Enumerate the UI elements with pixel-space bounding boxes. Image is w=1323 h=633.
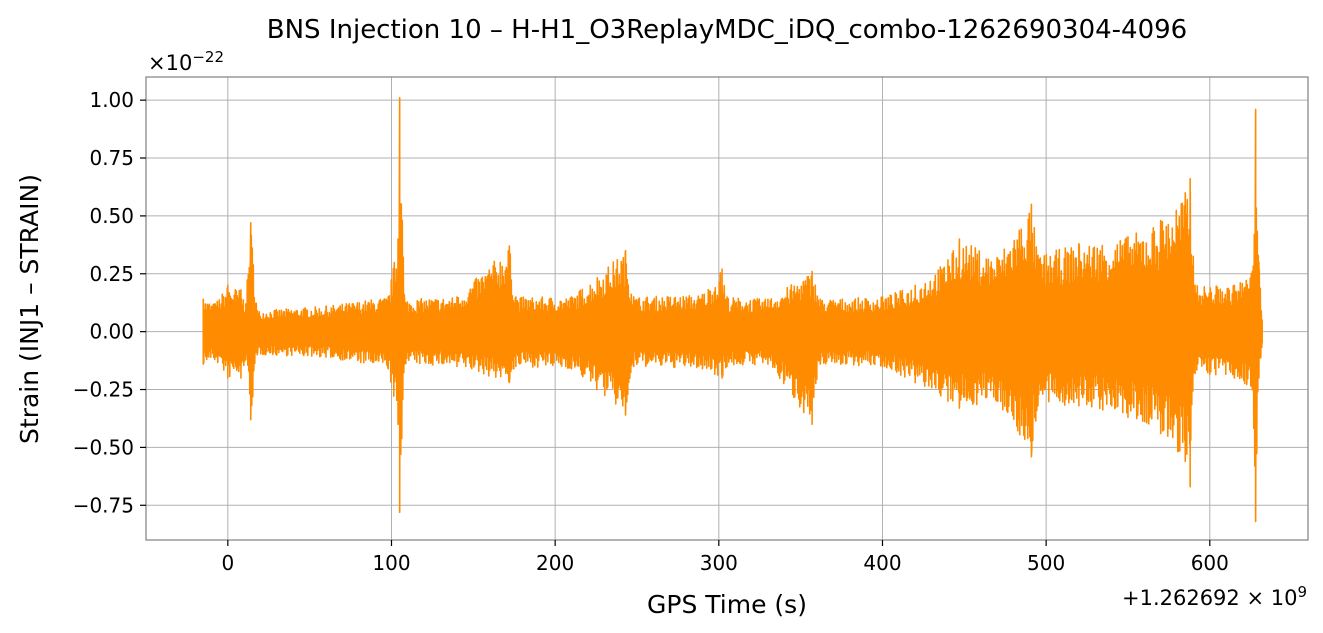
x-tick-label: 0 xyxy=(221,551,234,575)
ticks: 0 100 200 300 400 500 600 −0.75 −0.50 −0.25 0.00 0.… xyxy=(73,88,1229,575)
x-tick-label: 200 xyxy=(536,551,574,575)
y-tick-label: −0.50 xyxy=(73,435,134,459)
series-layer xyxy=(202,97,1263,523)
y-axis-title: Strain (INJ1 – STRAIN) xyxy=(15,174,44,444)
y-tick-label: 0.75 xyxy=(89,146,134,170)
x-tick-label: 600 xyxy=(1191,551,1229,575)
x-tick-label: 400 xyxy=(863,551,901,575)
y-tick-label: 1.00 xyxy=(89,88,134,112)
x-tick-label: 300 xyxy=(700,551,738,575)
x-axis-title: GPS Time (s) xyxy=(647,590,807,619)
x-offset-label: +1.262692 × 109 xyxy=(1122,583,1307,610)
y-tick-label: −0.75 xyxy=(73,493,134,517)
y-tick-label: 0.25 xyxy=(89,262,134,286)
strain-series-line xyxy=(202,97,1263,523)
y-tick-label: 0.00 xyxy=(89,320,134,344)
y-scale-label: ×10−22 xyxy=(148,48,224,75)
y-tick-label: −0.25 xyxy=(73,378,134,402)
y-tick-label: 0.50 xyxy=(89,204,134,228)
x-tick-label: 500 xyxy=(1027,551,1065,575)
x-tick-label: 100 xyxy=(372,551,410,575)
plot-frame xyxy=(145,76,1309,541)
chart-title: BNS Injection 10 – H-H1_O3ReplayMDC_iDQ_… xyxy=(267,15,1187,45)
